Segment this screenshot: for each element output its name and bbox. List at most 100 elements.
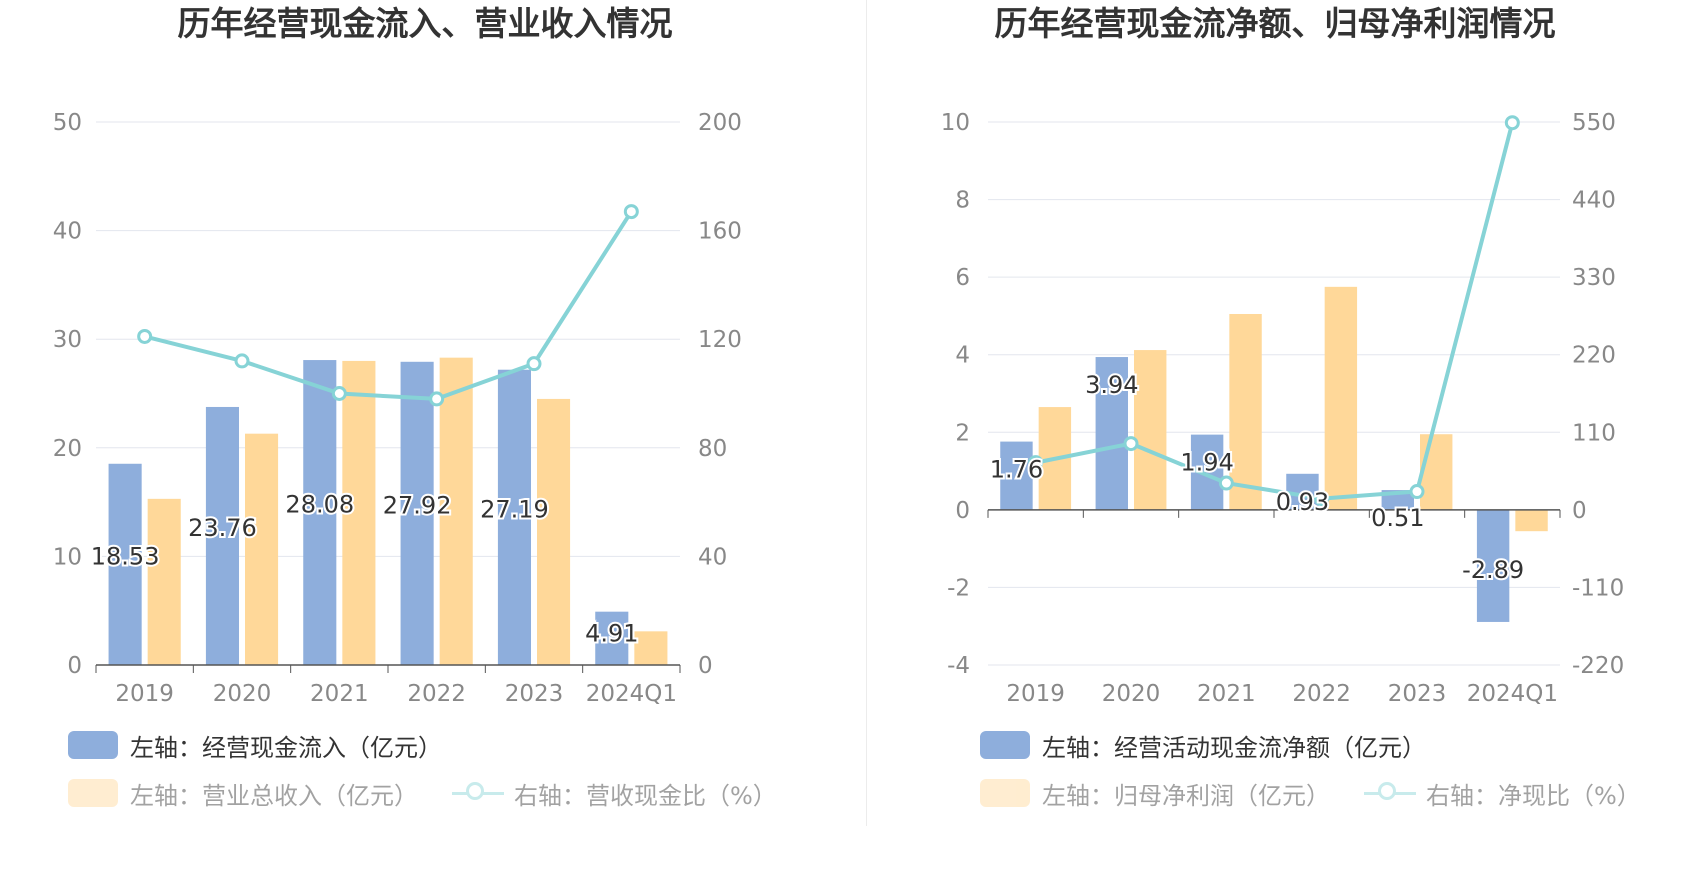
y-right-tick-label: 0 bbox=[698, 653, 713, 679]
line-point bbox=[1314, 491, 1330, 507]
bar-series-2 bbox=[634, 631, 668, 665]
legend-swatch-orange bbox=[68, 779, 118, 807]
y-left-tick-label: 40 bbox=[53, 219, 82, 245]
y-left-tick-label: 0 bbox=[67, 653, 82, 679]
legend-item-net-cash-ratio[interactable]: 右轴：净现比（%） bbox=[1364, 776, 1641, 811]
bar-series-2 bbox=[439, 357, 473, 665]
bar-series-2 bbox=[342, 360, 376, 665]
data-label: 27.19 bbox=[480, 495, 549, 523]
bar-series-2 bbox=[1229, 313, 1262, 510]
legend-item-cash-ratio[interactable]: 右轴：营收现金比（%） bbox=[452, 776, 777, 811]
y-right-tick-label: 40 bbox=[698, 544, 727, 570]
chart-title: 历年经营现金流入、营业收入情况 bbox=[177, 4, 673, 43]
bar-series-2 bbox=[1134, 350, 1167, 510]
y-right-tick-label: 160 bbox=[698, 219, 742, 245]
chart-title: 历年经营现金流净额、归母净利润情况 bbox=[994, 4, 1556, 43]
y-left-tick-label: 0 bbox=[955, 498, 970, 524]
data-label: 1.76 bbox=[990, 456, 1043, 484]
bar-series-2 bbox=[245, 433, 279, 665]
bar-series-2 bbox=[537, 398, 571, 665]
legend-row-2: 左轴：归母净利润（亿元） 右轴：净现比（%） bbox=[980, 776, 1675, 811]
line-point bbox=[526, 356, 542, 372]
y-right-tick-label: 200 bbox=[698, 110, 742, 136]
y-right-tick-label: 120 bbox=[698, 327, 742, 353]
legend-swatch-blue bbox=[68, 731, 118, 759]
chart-net-cash-net-profit: -4 -220 -2 -110 0 0 2 110 4 220 6 330 8 440 10 550 2019 2… bbox=[941, 110, 1624, 707]
bar-series-1 bbox=[303, 360, 337, 665]
data-label: 28.08 bbox=[285, 491, 354, 519]
x-tick-label: 2021 bbox=[310, 681, 369, 707]
chart-cash-inflow-revenue: 0 0 10 40 20 80 30 120 40 160 50 200 2019 2020 2021 202… bbox=[53, 110, 742, 707]
legend-line-icon bbox=[1364, 779, 1416, 807]
line-point bbox=[234, 353, 250, 369]
chart-panel-cash-inflow: 历年经营现金流入、营业收入情况 0 0 10 40 20 80 30 120 40 160 50 20… bbox=[53, 4, 811, 811]
grid-lines bbox=[96, 121, 680, 666]
bar-series-1 bbox=[595, 611, 629, 665]
data-label: 27.92 bbox=[383, 491, 452, 519]
legend-item-revenue[interactable]: 左轴：营业总收入（亿元） bbox=[68, 776, 418, 811]
line-point bbox=[1504, 115, 1520, 131]
legend-swatch-blue bbox=[980, 731, 1030, 759]
chart-panel-net-cash: 历年经营现金流净额、归母净利润情况 -4 -220 -2 -110 0 0 2 110 4 220… bbox=[850, 0, 1700, 874]
x-tick-label: 2020 bbox=[1102, 681, 1161, 707]
y-right-tick-label: -110 bbox=[1572, 575, 1624, 601]
bar-series-2 bbox=[147, 498, 181, 665]
x-tick-label: 2019 bbox=[1006, 681, 1065, 707]
y-left-tick-label: -4 bbox=[947, 653, 970, 679]
data-label: 23.76 bbox=[188, 514, 257, 542]
y-left-tick-label: 20 bbox=[53, 436, 82, 462]
legend-item-net-profit[interactable]: 左轴：归母净利润（亿元） bbox=[980, 776, 1330, 811]
bar-series-1 bbox=[1095, 357, 1128, 510]
legend-label: 左轴：经营现金流入（亿元） bbox=[130, 733, 442, 762]
x-tick-label: 2024Q1 bbox=[586, 681, 677, 707]
y-left-tick-label: 8 bbox=[955, 188, 970, 214]
x-tick-label: 2024Q1 bbox=[1467, 681, 1558, 707]
bar-series-1 bbox=[1000, 441, 1033, 510]
data-label: 0.93 bbox=[1276, 488, 1329, 516]
y-left-tick-label: 10 bbox=[53, 544, 82, 570]
y-right-tick-label: 110 bbox=[1572, 420, 1616, 446]
y-right-tick-label: 220 bbox=[1572, 343, 1616, 369]
line-point bbox=[331, 386, 347, 401]
line-point bbox=[1409, 484, 1425, 500]
bar-series-1 bbox=[1476, 509, 1510, 622]
line-point bbox=[137, 328, 153, 344]
line-point bbox=[429, 391, 445, 407]
y-left-tick-label: 50 bbox=[53, 110, 82, 136]
bar-series-1 bbox=[108, 463, 142, 665]
y-left-tick-label: 30 bbox=[53, 327, 82, 353]
x-tick-label: 2022 bbox=[1292, 681, 1351, 707]
bar-series-2 bbox=[1324, 286, 1358, 510]
x-tick-label: 2020 bbox=[213, 681, 272, 707]
y-right-tick-label: 330 bbox=[1572, 265, 1616, 291]
line-point bbox=[1028, 455, 1044, 471]
data-label: 18.53 bbox=[91, 542, 160, 570]
y-right-tick-label: 80 bbox=[698, 436, 727, 462]
y-left-tick-label: -2 bbox=[947, 575, 970, 601]
line-series-3 bbox=[1035, 122, 1515, 501]
legend-item-net-cash[interactable]: 左轴：经营活动现金流净额（亿元） bbox=[980, 728, 1426, 763]
legend-label: 左轴：营业总收入（亿元） bbox=[130, 781, 418, 810]
data-label: -2.89 bbox=[1462, 556, 1524, 584]
line-point bbox=[1123, 436, 1139, 452]
data-label: 3.94 bbox=[1085, 371, 1138, 399]
legend-item-cash-inflow[interactable]: 左轴：经营现金流入（亿元） bbox=[68, 728, 442, 763]
line-point bbox=[623, 204, 639, 220]
x-tick-label: 2021 bbox=[1197, 681, 1256, 707]
legend-label: 左轴：归母净利润（亿元） bbox=[1042, 781, 1330, 810]
y-left-tick-label: 2 bbox=[955, 420, 970, 446]
legend-swatch-orange bbox=[980, 779, 1030, 807]
y-right-tick-label: 440 bbox=[1572, 188, 1616, 214]
y-right-tick-label: -220 bbox=[1572, 653, 1624, 679]
legend-row-1: 左轴：经营现金流入（亿元） bbox=[68, 728, 476, 763]
data-label: 4.91 bbox=[585, 620, 638, 648]
legend-row-2: 左轴：营业总收入（亿元） 右轴：营收现金比（%） bbox=[68, 776, 811, 811]
data-label: 0.51 bbox=[1371, 504, 1424, 532]
bar-series-2 bbox=[1420, 434, 1453, 510]
bar-series-1 bbox=[400, 361, 434, 665]
bar-series-2 bbox=[1515, 509, 1548, 532]
bar-series-1 bbox=[205, 406, 239, 665]
legend-label: 左轴：经营活动现金流净额（亿元） bbox=[1042, 733, 1426, 762]
x-tick-label: 2023 bbox=[505, 681, 564, 707]
